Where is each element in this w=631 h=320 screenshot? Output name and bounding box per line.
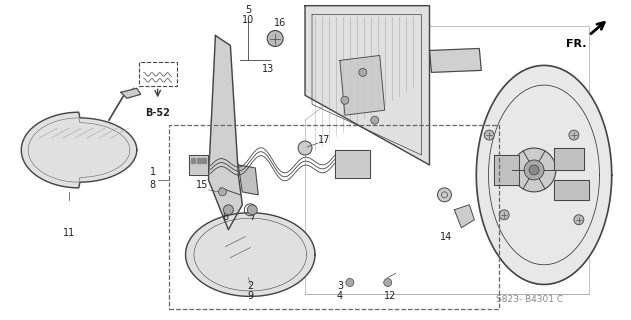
Circle shape [437, 188, 451, 202]
Circle shape [359, 68, 367, 76]
Polygon shape [186, 213, 315, 296]
Circle shape [529, 165, 539, 175]
Circle shape [247, 205, 257, 215]
Polygon shape [21, 112, 137, 188]
Circle shape [267, 31, 283, 46]
Circle shape [371, 116, 379, 124]
Text: 5: 5 [245, 5, 251, 15]
Text: FR.: FR. [566, 38, 587, 49]
Polygon shape [554, 180, 589, 200]
Circle shape [223, 205, 233, 215]
Text: S823- B4301 C: S823- B4301 C [495, 295, 563, 304]
Polygon shape [554, 148, 584, 170]
Circle shape [384, 278, 392, 286]
Polygon shape [335, 150, 370, 178]
Polygon shape [191, 158, 194, 163]
Text: 15: 15 [196, 180, 208, 190]
Text: 11: 11 [63, 228, 75, 238]
Polygon shape [239, 165, 258, 195]
Text: 9: 9 [247, 292, 254, 301]
Polygon shape [340, 55, 385, 115]
Text: 10: 10 [242, 15, 254, 25]
Text: 6: 6 [222, 212, 228, 222]
Circle shape [574, 215, 584, 225]
Polygon shape [430, 49, 481, 72]
Polygon shape [196, 158, 201, 163]
Circle shape [346, 278, 354, 286]
Bar [168, 125, 499, 309]
Text: 1: 1 [150, 167, 156, 177]
Text: 16: 16 [274, 18, 286, 28]
Polygon shape [494, 155, 519, 185]
Text: 14: 14 [440, 232, 452, 242]
Text: 2: 2 [247, 281, 254, 292]
Polygon shape [454, 205, 475, 228]
Polygon shape [189, 155, 208, 175]
Circle shape [341, 96, 349, 104]
Circle shape [484, 130, 494, 140]
Text: 17: 17 [318, 135, 331, 145]
Text: B-52: B-52 [145, 108, 170, 118]
Text: 13: 13 [262, 64, 274, 74]
Bar [139, 62, 177, 86]
Circle shape [499, 210, 509, 220]
Polygon shape [305, 6, 430, 165]
Circle shape [524, 160, 544, 180]
Polygon shape [208, 36, 242, 230]
Text: 4: 4 [337, 292, 343, 301]
Circle shape [298, 141, 312, 155]
Circle shape [512, 148, 556, 192]
Text: 7: 7 [249, 212, 256, 222]
Polygon shape [121, 88, 141, 98]
Polygon shape [203, 158, 206, 163]
Text: 8: 8 [150, 180, 156, 190]
Text: 12: 12 [384, 292, 396, 301]
Circle shape [218, 188, 227, 196]
Circle shape [569, 130, 579, 140]
Polygon shape [476, 65, 611, 284]
Text: 3: 3 [337, 281, 343, 292]
